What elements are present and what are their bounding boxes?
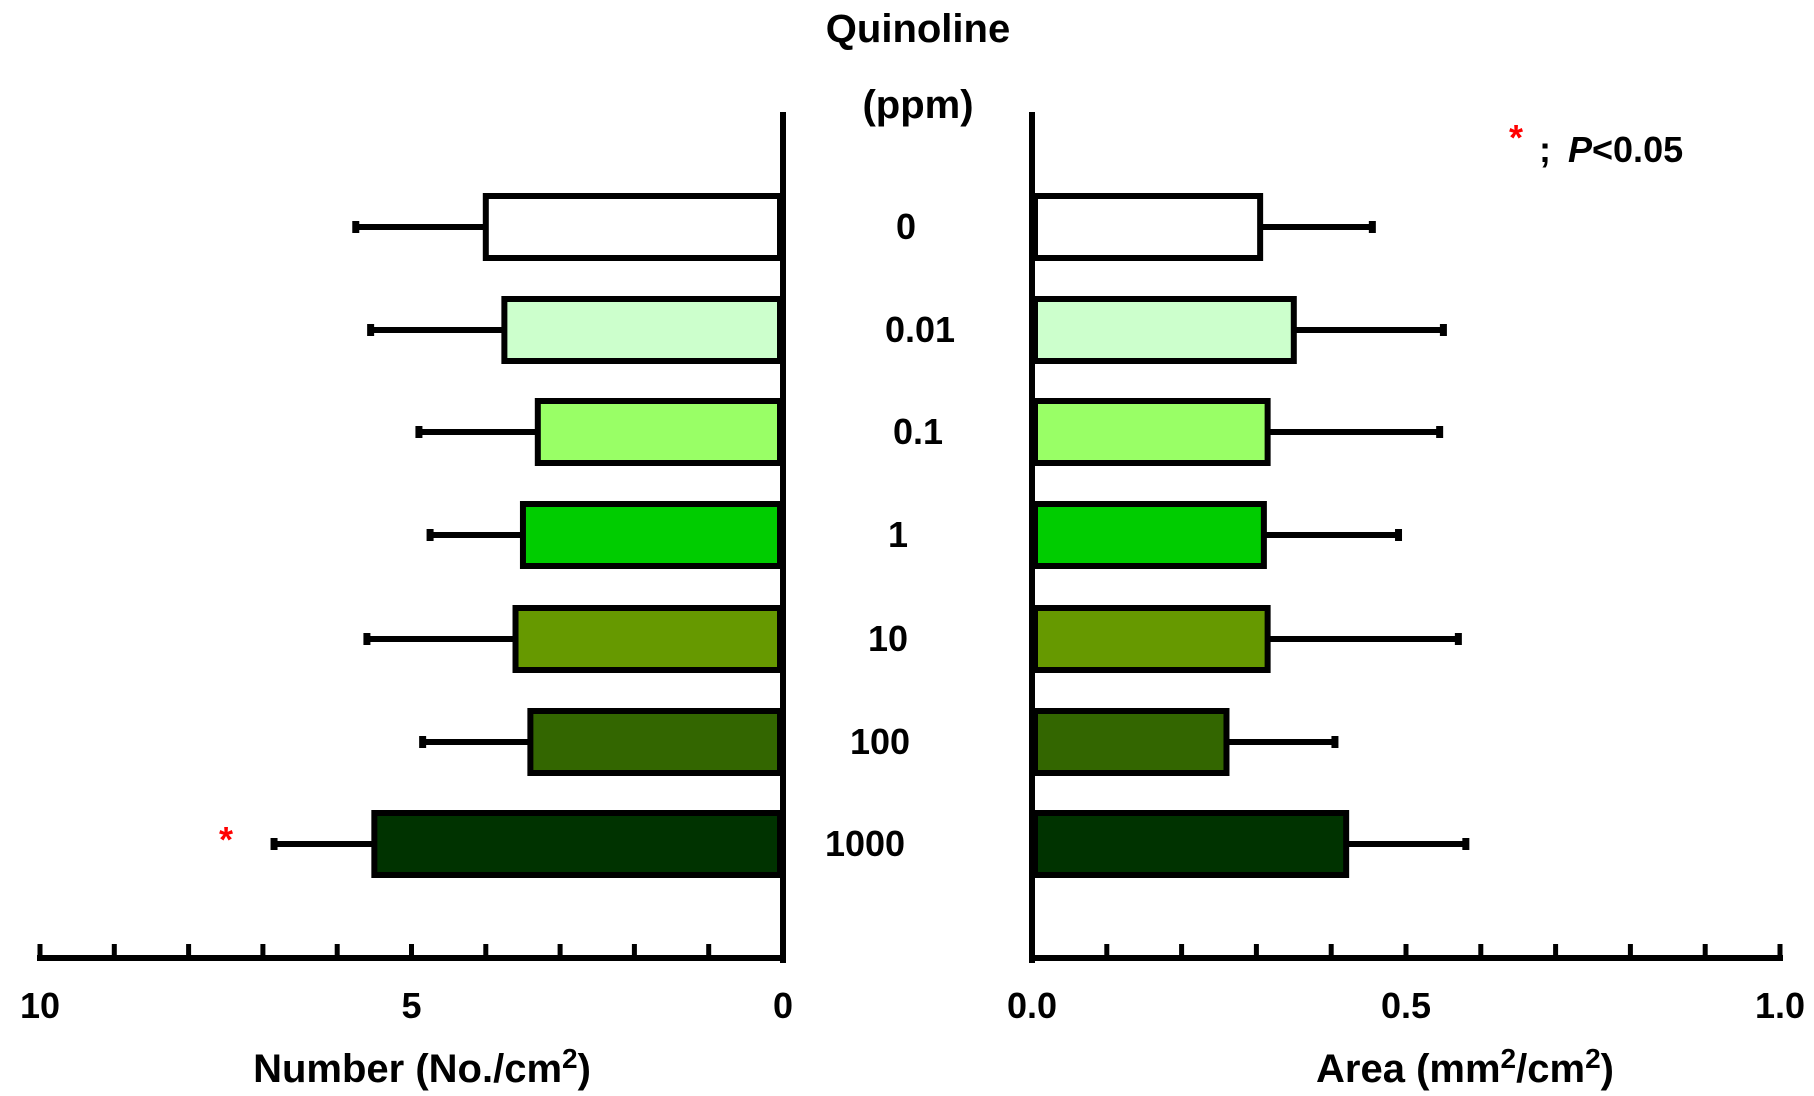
right-panel-area: 0.0 0.5 1.0 bbox=[1007, 112, 1805, 1026]
category-label: 1000 bbox=[825, 823, 905, 864]
category-label: 0 bbox=[896, 206, 916, 247]
left-bar bbox=[527, 708, 783, 776]
center-title-line1: Quinoline bbox=[826, 7, 1010, 51]
right-axis-title: Area (mm2/cm2) bbox=[1316, 1043, 1614, 1091]
left-axis-title-sup: 2 bbox=[562, 1043, 578, 1074]
category-label: 10 bbox=[868, 618, 908, 659]
right-axis-title-end: ) bbox=[1601, 1047, 1614, 1091]
left-axis-title-end: ) bbox=[578, 1047, 591, 1091]
right-bar bbox=[1032, 296, 1297, 364]
legend-threshold: <0.05 bbox=[1592, 129, 1683, 170]
right-axis-title-main: Area (mm bbox=[1316, 1047, 1501, 1091]
left-bar bbox=[501, 296, 783, 364]
right-bar bbox=[1032, 708, 1230, 776]
left-axis-title-main: Number (No./cm bbox=[253, 1047, 562, 1091]
right-tick-label: 0.0 bbox=[1007, 985, 1057, 1026]
category-label: 1 bbox=[888, 514, 908, 555]
legend-separator: ; bbox=[1539, 129, 1551, 170]
left-panel-number: 10 5 0 * bbox=[20, 112, 793, 1026]
left-tick-label: 10 bbox=[20, 985, 60, 1026]
left-bar bbox=[512, 605, 784, 673]
left-bar bbox=[534, 398, 783, 466]
legend-p-symbol: P bbox=[1568, 129, 1593, 170]
category-label: 100 bbox=[850, 721, 910, 762]
left-bar bbox=[519, 501, 783, 569]
right-bar bbox=[1032, 501, 1267, 569]
legend-star-icon: * bbox=[1509, 117, 1523, 158]
center-title-line2: (ppm) bbox=[862, 83, 973, 127]
left-bar bbox=[371, 810, 783, 878]
right-tick-label: 1.0 bbox=[1755, 985, 1805, 1026]
right-bar bbox=[1032, 398, 1271, 466]
right-bar bbox=[1032, 605, 1271, 673]
category-labels: 0 0.01 0.1 1 10 100 1000 bbox=[825, 206, 955, 864]
left-significance-star: * bbox=[219, 819, 233, 860]
left-axis-title: Number (No./cm2) bbox=[253, 1043, 591, 1091]
left-tick-label: 0 bbox=[773, 985, 793, 1026]
category-label: 0.1 bbox=[893, 411, 943, 452]
left-tick-label: 5 bbox=[401, 985, 421, 1026]
right-bar bbox=[1032, 193, 1264, 261]
left-bar bbox=[482, 193, 783, 261]
category-label: 0.01 bbox=[885, 309, 955, 350]
right-axis-title-mid: /cm bbox=[1516, 1047, 1585, 1091]
right-axis-title-sup2: 2 bbox=[1585, 1043, 1601, 1074]
right-bar bbox=[1032, 810, 1350, 878]
right-axis-title-sup: 2 bbox=[1501, 1043, 1517, 1074]
legend-p-text: P<0.05 bbox=[1568, 129, 1683, 170]
significance-legend: * ; P<0.05 bbox=[1509, 117, 1683, 170]
right-tick-label: 0.5 bbox=[1381, 985, 1431, 1026]
